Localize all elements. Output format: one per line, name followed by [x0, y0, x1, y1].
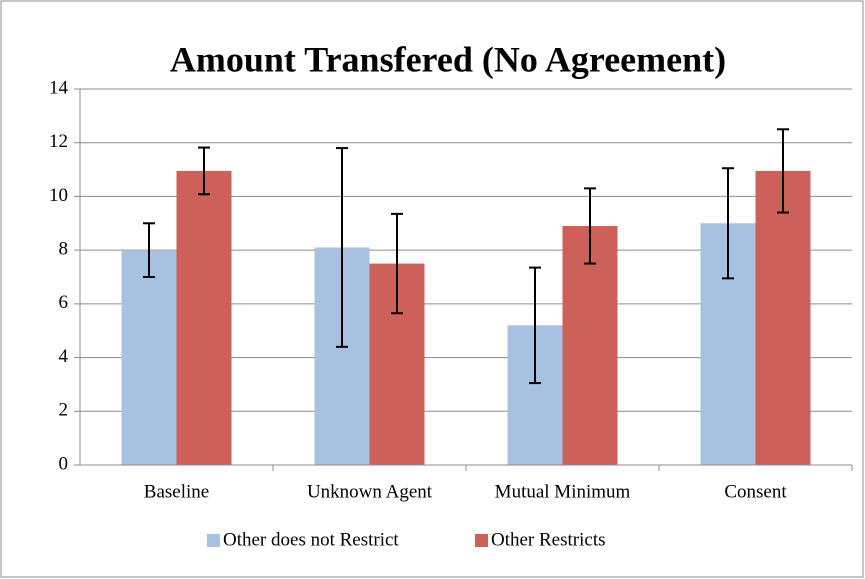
y-tick-label: 8	[59, 239, 69, 260]
error-bar	[777, 128, 789, 214]
error-bar	[584, 187, 596, 265]
error-bar	[529, 266, 541, 385]
chart-title: Amount Transfered (No Agreement)	[170, 39, 726, 79]
bar	[755, 170, 811, 465]
x-tick-label: Baseline	[144, 481, 209, 502]
x-tick-label: Mutual Minimum	[495, 481, 631, 502]
y-tick-label: 12	[49, 131, 68, 152]
y-tick-label: 10	[49, 185, 68, 206]
error-bar	[336, 147, 348, 348]
y-tick-label: 4	[59, 346, 69, 367]
x-tick-label: Consent	[724, 481, 787, 502]
error-bar	[722, 167, 734, 280]
legend-swatch	[475, 534, 488, 547]
x-tick-label: Unknown Agent	[307, 481, 433, 502]
bar	[121, 250, 177, 465]
y-tick-label: 2	[59, 400, 69, 421]
y-tick-label: 0	[59, 453, 69, 474]
legend-label: Other Restricts	[491, 529, 606, 550]
y-tick-label: 14	[49, 77, 69, 98]
error-bar	[391, 212, 403, 315]
legend-label: Other does not Restrict	[223, 529, 399, 550]
legend-swatch	[207, 534, 220, 547]
bar	[562, 225, 618, 465]
error-bar	[198, 146, 210, 196]
y-tick-label: 6	[59, 292, 69, 313]
bar	[176, 170, 232, 465]
error-bar	[143, 222, 155, 278]
